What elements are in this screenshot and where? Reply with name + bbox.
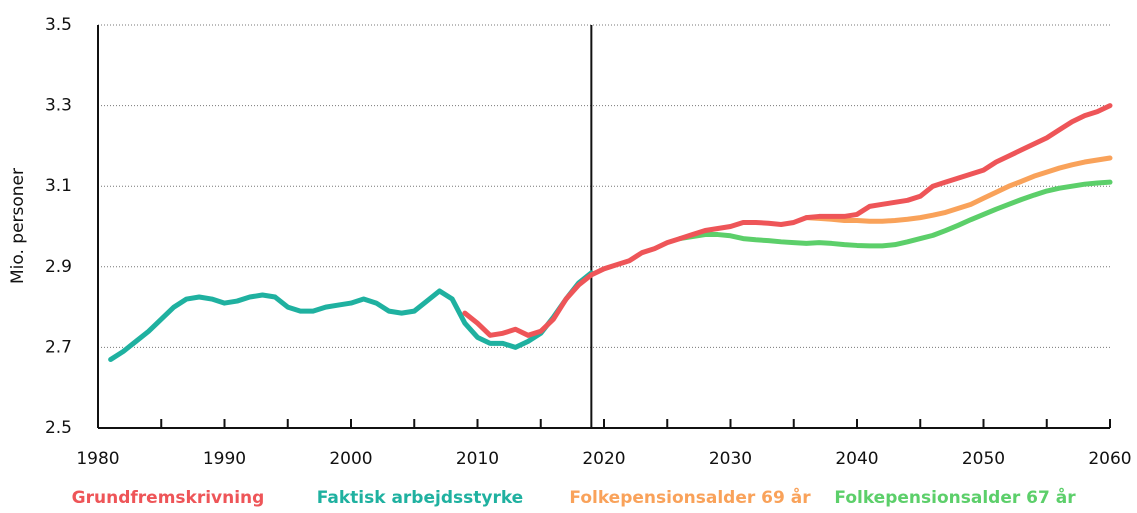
x-tick-label: 2060 [1088,449,1131,469]
series-line [108,270,594,362]
x-tick-label: 2010 [456,449,499,469]
x-tick-label: 2030 [709,449,752,469]
series-line [677,179,1113,249]
series-line [462,103,1113,338]
y-tick-label: 3.5 [45,15,72,35]
x-tick-label: 2020 [582,449,625,469]
y-axis-label: Mio. personer [8,168,28,284]
x-tick-label: 2000 [329,449,372,469]
x-tick-label: 2050 [962,449,1005,469]
legend-entry: Faktisk arbejdsstyrke [317,488,523,508]
y-tick-label: 2.9 [45,257,72,277]
y-tick-label: 3.1 [45,176,72,196]
y-tick-label: 2.7 [45,337,72,357]
y-tick-label: 3.3 [45,96,72,116]
legend-entry: Folkepensionsalder 67 år [834,486,1076,508]
x-tick-label: 1990 [203,449,246,469]
legend-entry: Grundfremskrivning [72,488,265,508]
y-tick-label: 2.5 [45,418,72,438]
x-tick-label: 2040 [835,449,878,469]
x-tick-label: 1980 [76,449,119,469]
legend-entry: Folkepensionsalder 69 år [569,486,811,508]
series-line [803,155,1113,224]
